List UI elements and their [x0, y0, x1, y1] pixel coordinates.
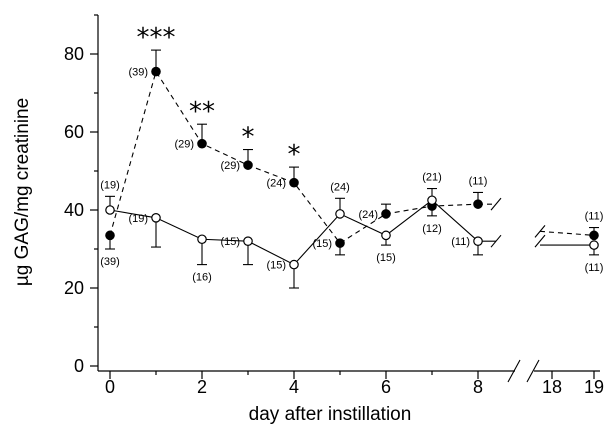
sample-size-label: (11) — [585, 211, 604, 223]
series-break-mark — [534, 234, 546, 248]
x-tick-label: 19 — [584, 377, 604, 397]
y-tick-label: 0 — [74, 356, 84, 376]
sample-size-label: (11) — [469, 175, 488, 187]
open-data-point — [243, 236, 253, 246]
axes: 0 20 40 60 80 0 2 4 6 8 18 19 — [64, 14, 604, 397]
significance-marker: *** — [137, 23, 176, 53]
sample-size-label: (15) — [220, 236, 240, 248]
sample-size-label: (19) — [100, 179, 120, 191]
x-axis-break-mark — [507, 359, 521, 383]
y-tick-label: 60 — [64, 122, 84, 142]
x-tick-label: 0 — [105, 377, 115, 397]
x-axis-title: day after instillation — [249, 404, 412, 425]
sample-size-label: (21) — [422, 172, 442, 184]
open-data-point — [151, 213, 161, 223]
x-tick-label: 18 — [542, 377, 562, 397]
x-tick-label: 4 — [289, 377, 299, 397]
x-tick-label: 6 — [381, 377, 391, 397]
sample-size-label: (15) — [266, 260, 286, 272]
filled-data-point — [105, 230, 115, 241]
series-lines — [109, 70, 595, 266]
data-markers — [105, 66, 599, 270]
open-data-point — [289, 259, 299, 270]
series-break-mark — [490, 197, 502, 211]
series-line-segment — [539, 230, 595, 236]
x-tick-label: 8 — [473, 377, 483, 397]
x-axis-break-mark — [526, 359, 540, 383]
open-data-point — [197, 234, 207, 245]
error-bars — [105, 49, 599, 289]
sample-size-label: (24) — [330, 181, 350, 193]
filled-data-point — [243, 160, 253, 170]
y-tick-label: 80 — [64, 44, 84, 64]
open-data-point — [589, 240, 599, 250]
x-tick-label: 2 — [197, 377, 207, 397]
open-data-point — [105, 205, 115, 215]
open-data-point — [381, 230, 391, 241]
filled-data-point — [381, 209, 391, 219]
y-axis-title: µg GAG/mg creatinine — [12, 98, 33, 286]
filled-data-point — [335, 238, 345, 248]
significance-marker: * — [288, 140, 301, 170]
sample-size-label: (12) — [422, 223, 442, 235]
sample-size-label: (15) — [376, 252, 396, 264]
sample-size-label: (39) — [128, 67, 148, 79]
y-tick-label: 20 — [64, 278, 84, 298]
series-break-mark — [490, 234, 502, 248]
filled-data-point — [197, 138, 207, 149]
sample-size-label: (16) — [192, 272, 212, 284]
sample-size-labels: (39)(39)***(29)**(29)*(24)*(15)(24)(12)(… — [100, 23, 603, 284]
sample-size-label: (11) — [585, 262, 604, 274]
open-data-point — [335, 209, 345, 219]
sample-size-label: (24) — [358, 209, 378, 221]
filled-data-point — [589, 230, 599, 241]
sample-size-label: (11) — [451, 236, 470, 248]
sample-size-label: (39) — [100, 256, 120, 268]
significance-marker: * — [242, 123, 255, 153]
y-tick-label: 40 — [64, 200, 84, 220]
open-data-point — [427, 195, 437, 206]
filled-data-point — [289, 177, 299, 188]
filled-data-point — [151, 66, 161, 77]
open-data-point — [473, 236, 483, 246]
sample-size-label: (29) — [174, 139, 194, 151]
significance-marker: ** — [189, 97, 215, 127]
sample-size-label: (24) — [266, 178, 286, 190]
sample-size-label: (19) — [128, 213, 148, 225]
filled-data-point — [473, 199, 483, 209]
sample-size-label: (15) — [312, 238, 332, 250]
series-break-mark — [534, 224, 546, 238]
sample-size-label: (29) — [220, 160, 240, 172]
